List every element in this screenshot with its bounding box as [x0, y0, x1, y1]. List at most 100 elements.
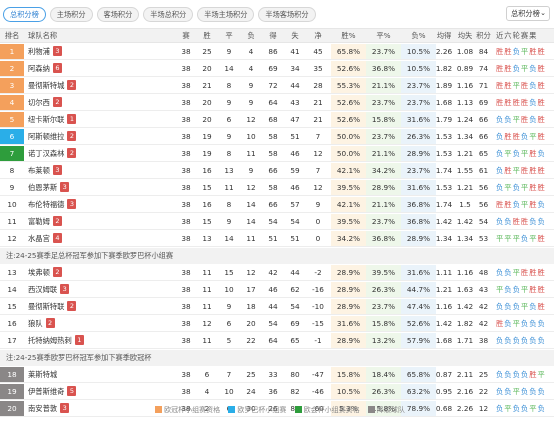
table-row[interactable]: 2 阿森纳 6 38 20 14 4 69 34 35 52.6% 36.8% 10.5% 1.82 0.8… [0, 61, 554, 77]
team-name[interactable]: 纽卡斯尔联 [28, 115, 65, 124]
table-row[interactable]: 19 伊普斯维奇 5 38 4 10 24 36 82 -46 10.5% 26.3% 63.2% 0.9… [0, 384, 554, 400]
losses-cell: 11 [246, 149, 256, 158]
form-result: 负 [512, 302, 521, 311]
draws-cell: 10 [224, 285, 234, 294]
team-name[interactable]: 阿森纳 [28, 64, 50, 73]
table-row[interactable]: 8 布莱顿 3 38 16 13 9 66 59 7 42.1% 34.2% 23.7% 1.74 1.55… [0, 163, 554, 179]
team-cell[interactable]: 利物浦 3 [28, 44, 168, 59]
team-cell[interactable]: 诺丁汉森林 2 [28, 146, 168, 161]
form-result: 负 [496, 132, 505, 141]
goals-against-cell: 46 [290, 149, 300, 158]
table-row[interactable]: 10 布伦特福德 3 38 16 8 14 66 57 9 42.1% 21.1% 36.8% 1.74 1… [0, 197, 554, 213]
team-cell[interactable]: 布莱顿 3 [28, 163, 168, 178]
team-cell[interactable]: 埃弗顿 2 [28, 265, 168, 280]
team-cell[interactable]: 伊普斯维奇 5 [28, 384, 168, 399]
team-cell[interactable]: 莱斯特城 [28, 367, 168, 382]
team-name[interactable]: 曼彻斯特联 [28, 302, 65, 311]
team-name[interactable]: 切尔西 [28, 98, 50, 107]
played-cell: 38 [181, 387, 191, 396]
goals-for-cell: 44 [268, 302, 278, 311]
team-cell[interactable]: 伯恩茅斯 3 [28, 180, 168, 195]
table-row[interactable]: 3 曼彻斯特城 2 38 21 8 9 72 44 28 55.3% 21.1% 23.7% 1.89 1.… [0, 78, 554, 94]
table-row[interactable]: 14 西汉姆联 3 38 11 10 17 46 62 -16 28.9% 26.3% 44.7% 1.2… [0, 282, 554, 298]
goals-for-cell: 64 [268, 98, 278, 107]
team-name[interactable]: 莱斯特城 [28, 370, 58, 379]
table-row[interactable]: 16 狼队 2 38 12 6 20 54 69 -15 31.6% 15.8% 52.6% 1.42 1.… [0, 316, 554, 332]
form-result: 负 [529, 81, 538, 90]
team-cell[interactable]: 曼彻斯特联 2 [28, 299, 168, 314]
goal-diff-cell: 7 [315, 166, 321, 175]
team-cell[interactable]: 富勒姆 2 [28, 214, 168, 229]
draws-cell: 6 [226, 319, 232, 328]
table-row[interactable]: 15 曼彻斯特联 2 38 11 9 18 44 54 -10 28.9% 23.7% 47.4% 1.1… [0, 299, 554, 315]
team-cell[interactable]: 托特纳姆热刺 1 [28, 333, 168, 348]
tab-half-away[interactable]: 半场客场积分 [258, 7, 316, 22]
rank-cell: 11 [7, 217, 17, 226]
goals-for-cell: 26 [268, 404, 278, 413]
table-row[interactable]: 1 利物浦 3 38 25 9 4 86 41 45 65.8% 23.7% 10.5% 2.26 1.08… [0, 44, 554, 60]
team-name[interactable]: 狼队 [28, 319, 43, 328]
team-name[interactable]: 西汉姆联 [28, 285, 58, 294]
points-cell: 56 [478, 200, 489, 209]
team-name[interactable]: 埃弗顿 [28, 268, 50, 277]
tab-half-overall[interactable]: 半场总积分 [143, 7, 194, 22]
team-name[interactable]: 水晶宫 [28, 234, 50, 243]
tab-half-home[interactable]: 半场主场积分 [197, 7, 255, 22]
team-cell[interactable]: 纽卡斯尔联 1 [28, 112, 168, 127]
team-name[interactable]: 伯恩茅斯 [28, 183, 58, 192]
goal-diff-cell: 45 [313, 47, 323, 56]
form-result: 平 [512, 234, 521, 243]
table-row[interactable]: 13 埃弗顿 2 38 11 15 12 42 44 -2 28.9% 39.5% 31.6% 1.11 1… [0, 265, 554, 281]
losses-cell: 17 [246, 285, 256, 294]
team-name[interactable]: 布莱顿 [28, 166, 50, 175]
tab-away[interactable]: 客场积分 [96, 7, 140, 22]
team-cell[interactable]: 水晶宫 4 [28, 231, 168, 246]
goal-diff-cell: 9 [315, 200, 321, 209]
table-row[interactable]: 9 伯恩茅斯 3 38 15 11 12 58 46 12 39.5% 28.9% 31.6% 1.53 1… [0, 180, 554, 196]
team-cell[interactable]: 西汉姆联 3 [28, 282, 168, 297]
team-name[interactable]: 伊普斯维奇 [28, 387, 65, 396]
win-pct-cell: 55.3% [331, 78, 366, 93]
standings-type-select[interactable]: 总积分榜 ⌄ [506, 6, 550, 21]
table-row[interactable]: 4 切尔西 2 38 20 9 9 64 43 21 52.6% 23.7% 23.7% 1.68 1.13… [0, 95, 554, 111]
table-row[interactable]: 12 水晶宫 4 38 13 14 11 51 51 0 34.2% 36.8% 28.9% 1.34 1.… [0, 231, 554, 247]
form-result: 负 [496, 302, 505, 311]
tab-home[interactable]: 主场积分 [49, 7, 93, 22]
team-cell[interactable]: 阿森纳 6 [28, 61, 168, 76]
team-name[interactable]: 托特纳姆热刺 [28, 336, 72, 345]
table-row[interactable]: 20南安普敦33826302686-605.3%15.8%78.9%0.682.… [0, 401, 554, 417]
team-name[interactable]: 阿斯顿维拉 [28, 132, 65, 141]
team-cell[interactable]: 曼彻斯特城 2 [28, 78, 168, 93]
goal-diff-cell: -10 [312, 302, 324, 311]
team-name[interactable]: 南安普敦 [28, 404, 58, 413]
played-cell: 38 [181, 47, 191, 56]
team-cell[interactable]: 狼队 2 [28, 316, 168, 331]
tab-overall[interactable]: 总积分榜 [3, 7, 46, 22]
team-name[interactable]: 富勒姆 [28, 217, 50, 226]
table-row[interactable]: 6 阿斯顿维拉 2 38 19 9 10 58 51 7 50.0% 23.7% 26.3% 1.53 1.… [0, 129, 554, 145]
table-row[interactable]: 7 诺丁汉森林 2 38 19 8 11 58 46 12 50.0% 21.1% 28.9% 1.53 1… [0, 146, 554, 162]
form-cell: 胜胜负平胜胜 [492, 44, 554, 59]
table-row[interactable]: 5 纽卡斯尔联 1 38 20 6 12 68 47 21 52.6% 15.8% 31.6% 1.79 1… [0, 112, 554, 128]
form-result: 负 [520, 132, 530, 141]
table-row[interactable]: 18 莱斯特城 38 6 7 25 33 80 -47 15.8% 18.4% 65.8% 0.87 2.… [0, 367, 554, 383]
points-cell: 22 [478, 387, 489, 396]
form-result: 平 [512, 268, 521, 277]
form-result: 负 [504, 115, 513, 124]
team-cell[interactable]: 阿斯顿维拉 2 [28, 129, 168, 144]
team-name[interactable]: 布伦特福德 [28, 200, 65, 209]
draw-pct-cell: 28.9% [366, 180, 401, 195]
table-row[interactable]: 17 托特纳姆热刺 1 38 11 5 22 64 65 -1 28.9% 13.2% 57.9% 1.6… [0, 333, 554, 349]
goal-diff-cell: -60 [312, 404, 324, 413]
team-name[interactable]: 利物浦 [28, 47, 50, 56]
team-cell[interactable]: 切尔西 2 [28, 95, 168, 110]
avg-scored-cell: 1.89 [435, 81, 453, 90]
team-cell[interactable]: 布伦特福德 3 [28, 197, 168, 212]
header-avg-scored: 均得 [436, 31, 452, 40]
table-row[interactable]: 11 富勒姆 2 38 15 9 14 54 54 0 39.5% 23.7% 36.8% 1.42 1.4… [0, 214, 554, 230]
team-name[interactable]: 诺丁汉森林 [28, 149, 65, 158]
team-name[interactable]: 曼彻斯特城 [28, 81, 65, 90]
points-cell: 42 [478, 319, 489, 328]
team-cell[interactable]: 南安普敦 3 [28, 401, 168, 416]
header-avg-conceded: 均失 [457, 31, 473, 40]
